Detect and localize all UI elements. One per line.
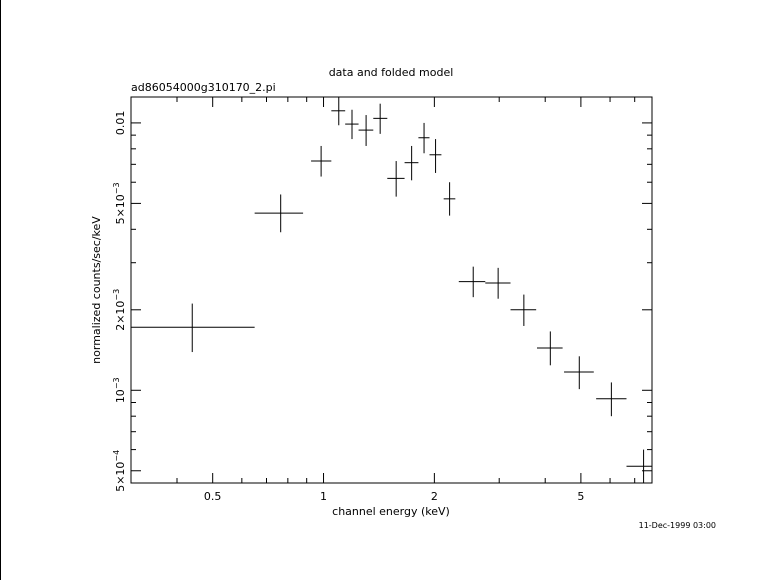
x-tick-label: 0.5 bbox=[204, 490, 222, 503]
left-edge-line bbox=[0, 0, 1, 580]
y-tick-label-base: 5×10 bbox=[114, 194, 127, 224]
x-axis-label: channel energy (keV) bbox=[332, 505, 450, 518]
data-point bbox=[373, 103, 388, 134]
data-point bbox=[254, 194, 304, 233]
data-points bbox=[131, 97, 652, 483]
data-point bbox=[510, 294, 537, 326]
data-point bbox=[596, 382, 627, 417]
data-point bbox=[485, 267, 511, 299]
x-tick-label: 1 bbox=[320, 490, 327, 503]
x-tick-label: 2 bbox=[431, 490, 438, 503]
y-tick-label: 0.01 bbox=[114, 111, 127, 136]
data-point bbox=[443, 182, 456, 216]
y-tick-label-exponent: −4 bbox=[112, 450, 121, 462]
data-point bbox=[404, 145, 419, 181]
data-point bbox=[358, 115, 374, 146]
y-tick-label: 5×10−3 bbox=[112, 182, 127, 224]
timestamp: 11-Dec-1999 03:00 bbox=[639, 521, 716, 530]
y-tick-label-base: 0.01 bbox=[114, 111, 127, 136]
data-point bbox=[458, 266, 486, 298]
tick-labels: 0.5 1 2 50.015×10−32×10−310−35×10−4 bbox=[112, 111, 584, 503]
chart-subtitle: ad86054000g310170_2.pi bbox=[131, 81, 276, 94]
y-tick-label-base: 2×10 bbox=[114, 301, 127, 331]
data-point bbox=[537, 331, 563, 366]
data-point bbox=[626, 449, 652, 483]
y-tick-label: 10−3 bbox=[112, 377, 127, 403]
axis-ticks bbox=[130, 97, 652, 483]
y-tick-label-base: 5×10 bbox=[114, 462, 127, 492]
data-point bbox=[331, 97, 346, 126]
chart-title: data and folded model bbox=[329, 66, 454, 79]
x-tick-label: 5 bbox=[577, 490, 584, 503]
data-point bbox=[564, 356, 594, 390]
data-point bbox=[387, 161, 405, 197]
y-tick-label-base: 10 bbox=[114, 389, 127, 403]
data-point bbox=[418, 122, 430, 154]
plot-frame bbox=[130, 96, 653, 484]
y-tick-label-exponent: −3 bbox=[112, 289, 121, 301]
y-axis-label: normalized counts/sec/keV bbox=[90, 216, 103, 364]
data-point bbox=[429, 139, 442, 173]
data-point bbox=[131, 303, 255, 353]
y-tick-label: 5×10−4 bbox=[112, 450, 127, 492]
y-tick-label-exponent: −3 bbox=[112, 377, 121, 389]
data-point bbox=[345, 109, 359, 140]
data-point bbox=[311, 145, 332, 177]
y-tick-label: 2×10−3 bbox=[112, 289, 127, 331]
y-tick-label-exponent: −3 bbox=[112, 182, 121, 194]
